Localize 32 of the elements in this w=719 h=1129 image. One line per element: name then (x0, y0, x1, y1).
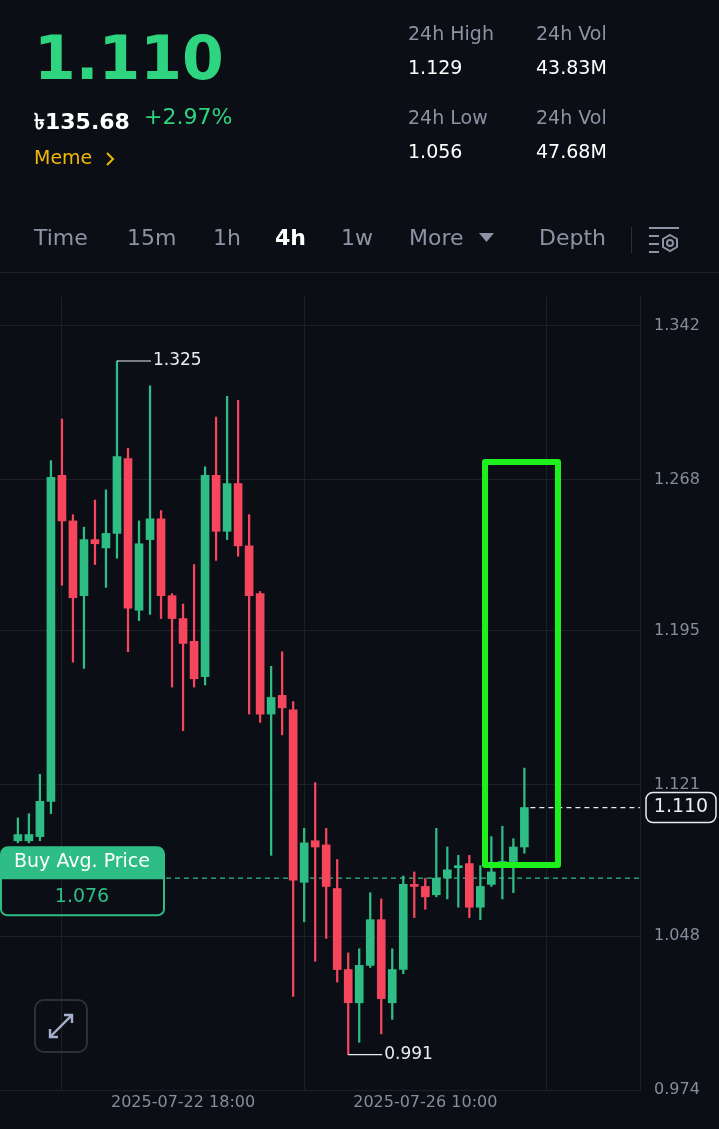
text: 4h (275, 225, 306, 250)
text: 1h (213, 225, 241, 250)
text: 24h Low (408, 106, 488, 128)
text: 24h Vol (536, 22, 607, 44)
text: 24h High (408, 22, 494, 44)
text: Time (34, 225, 88, 250)
text: +2.97% (144, 104, 233, 129)
y-tick-label: 1.195 (654, 620, 700, 640)
text: 1.056 (408, 140, 463, 162)
y-tick-label: 0.974 (654, 1079, 700, 1099)
annotation: 1.076 (54, 884, 110, 907)
y-tick-label: 1.268 (654, 468, 700, 488)
text: 1w (341, 225, 373, 250)
x-tick-label: 2025-07-26 10:00 (353, 1091, 498, 1111)
x-tick-label: 2025-07-22 18:00 (110, 1091, 256, 1111)
text: 1.129 (408, 56, 463, 78)
ref-line-label: 1.110 (653, 794, 709, 817)
text: More (409, 225, 464, 250)
text: 24h Vol (536, 106, 607, 128)
annotation: 1.325 (152, 349, 202, 370)
text: 43.83M (536, 56, 607, 78)
text: 15m (127, 225, 177, 250)
text: Depth (539, 225, 607, 250)
text: Meme (34, 146, 93, 168)
y-tick-label: 1.342 (654, 314, 700, 334)
text: ৳135.68 (34, 108, 130, 136)
text: 47.68M (536, 140, 607, 162)
annotation: 0.991 (384, 1043, 433, 1064)
y-tick-label: 1.048 (654, 925, 700, 945)
text: 1.110 (34, 22, 224, 95)
ref-line-label: Buy Avg. Price (14, 849, 150, 872)
y-tick-label: 1.121 (654, 773, 700, 793)
